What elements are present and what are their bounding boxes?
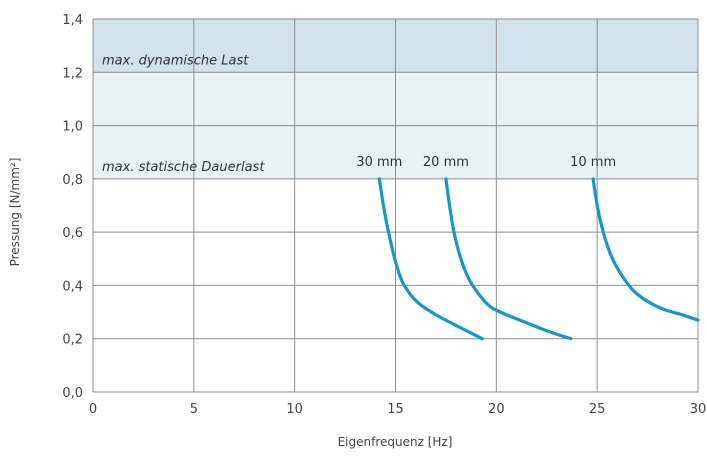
y-tick-label: 0,2: [62, 333, 83, 348]
y-tick-label: 1,0: [62, 120, 83, 135]
y-axis-label: Pressung [N/mm²]: [8, 158, 22, 267]
grid-lines: [92, 18, 699, 393]
y-tick-label: 0,0: [62, 386, 83, 401]
curve-label-20-mm: 20 mm: [423, 155, 469, 170]
annotations: max. dynamische Last max. statische Dauer…: [102, 53, 616, 175]
x-tick-label: 5: [190, 402, 198, 417]
x-axis-label: Eigenfrequenz [Hz]: [338, 435, 453, 449]
x-tick-label: 25: [589, 402, 606, 417]
y-tick-label: 0,4: [62, 279, 83, 294]
x-tick-label: 10: [286, 402, 303, 417]
x-tick-label: 30: [690, 402, 707, 417]
curve-label-30-mm: 30 mm: [356, 155, 402, 170]
curve-30-mm: [377, 177, 484, 341]
y-tick-label: 1,4: [62, 13, 83, 28]
y-tick-label: 0,8: [62, 173, 83, 188]
curve-label-10-mm: 10 mm: [570, 155, 616, 170]
x-tick-label: 0: [89, 402, 97, 417]
y-tick-label: 0,6: [62, 226, 83, 241]
curve-10-mm: [591, 177, 700, 322]
x-tick-label: 15: [387, 402, 404, 417]
zone-label-max-dynamische-last: max. dynamische Last: [102, 53, 249, 68]
y-tick-label: 1,2: [62, 66, 83, 81]
tick-labels: 0 5 10 15 20 25 30 0,0 0,2 0,4 0,6 0,8 1,0 1,2 1,4: [62, 13, 706, 417]
zone-label-max-statische-dauerlast: max. statische Dauerlast: [102, 160, 265, 175]
curve-20-mm: [444, 177, 573, 341]
x-tick-label: 20: [488, 402, 505, 417]
curves: [377, 177, 700, 341]
